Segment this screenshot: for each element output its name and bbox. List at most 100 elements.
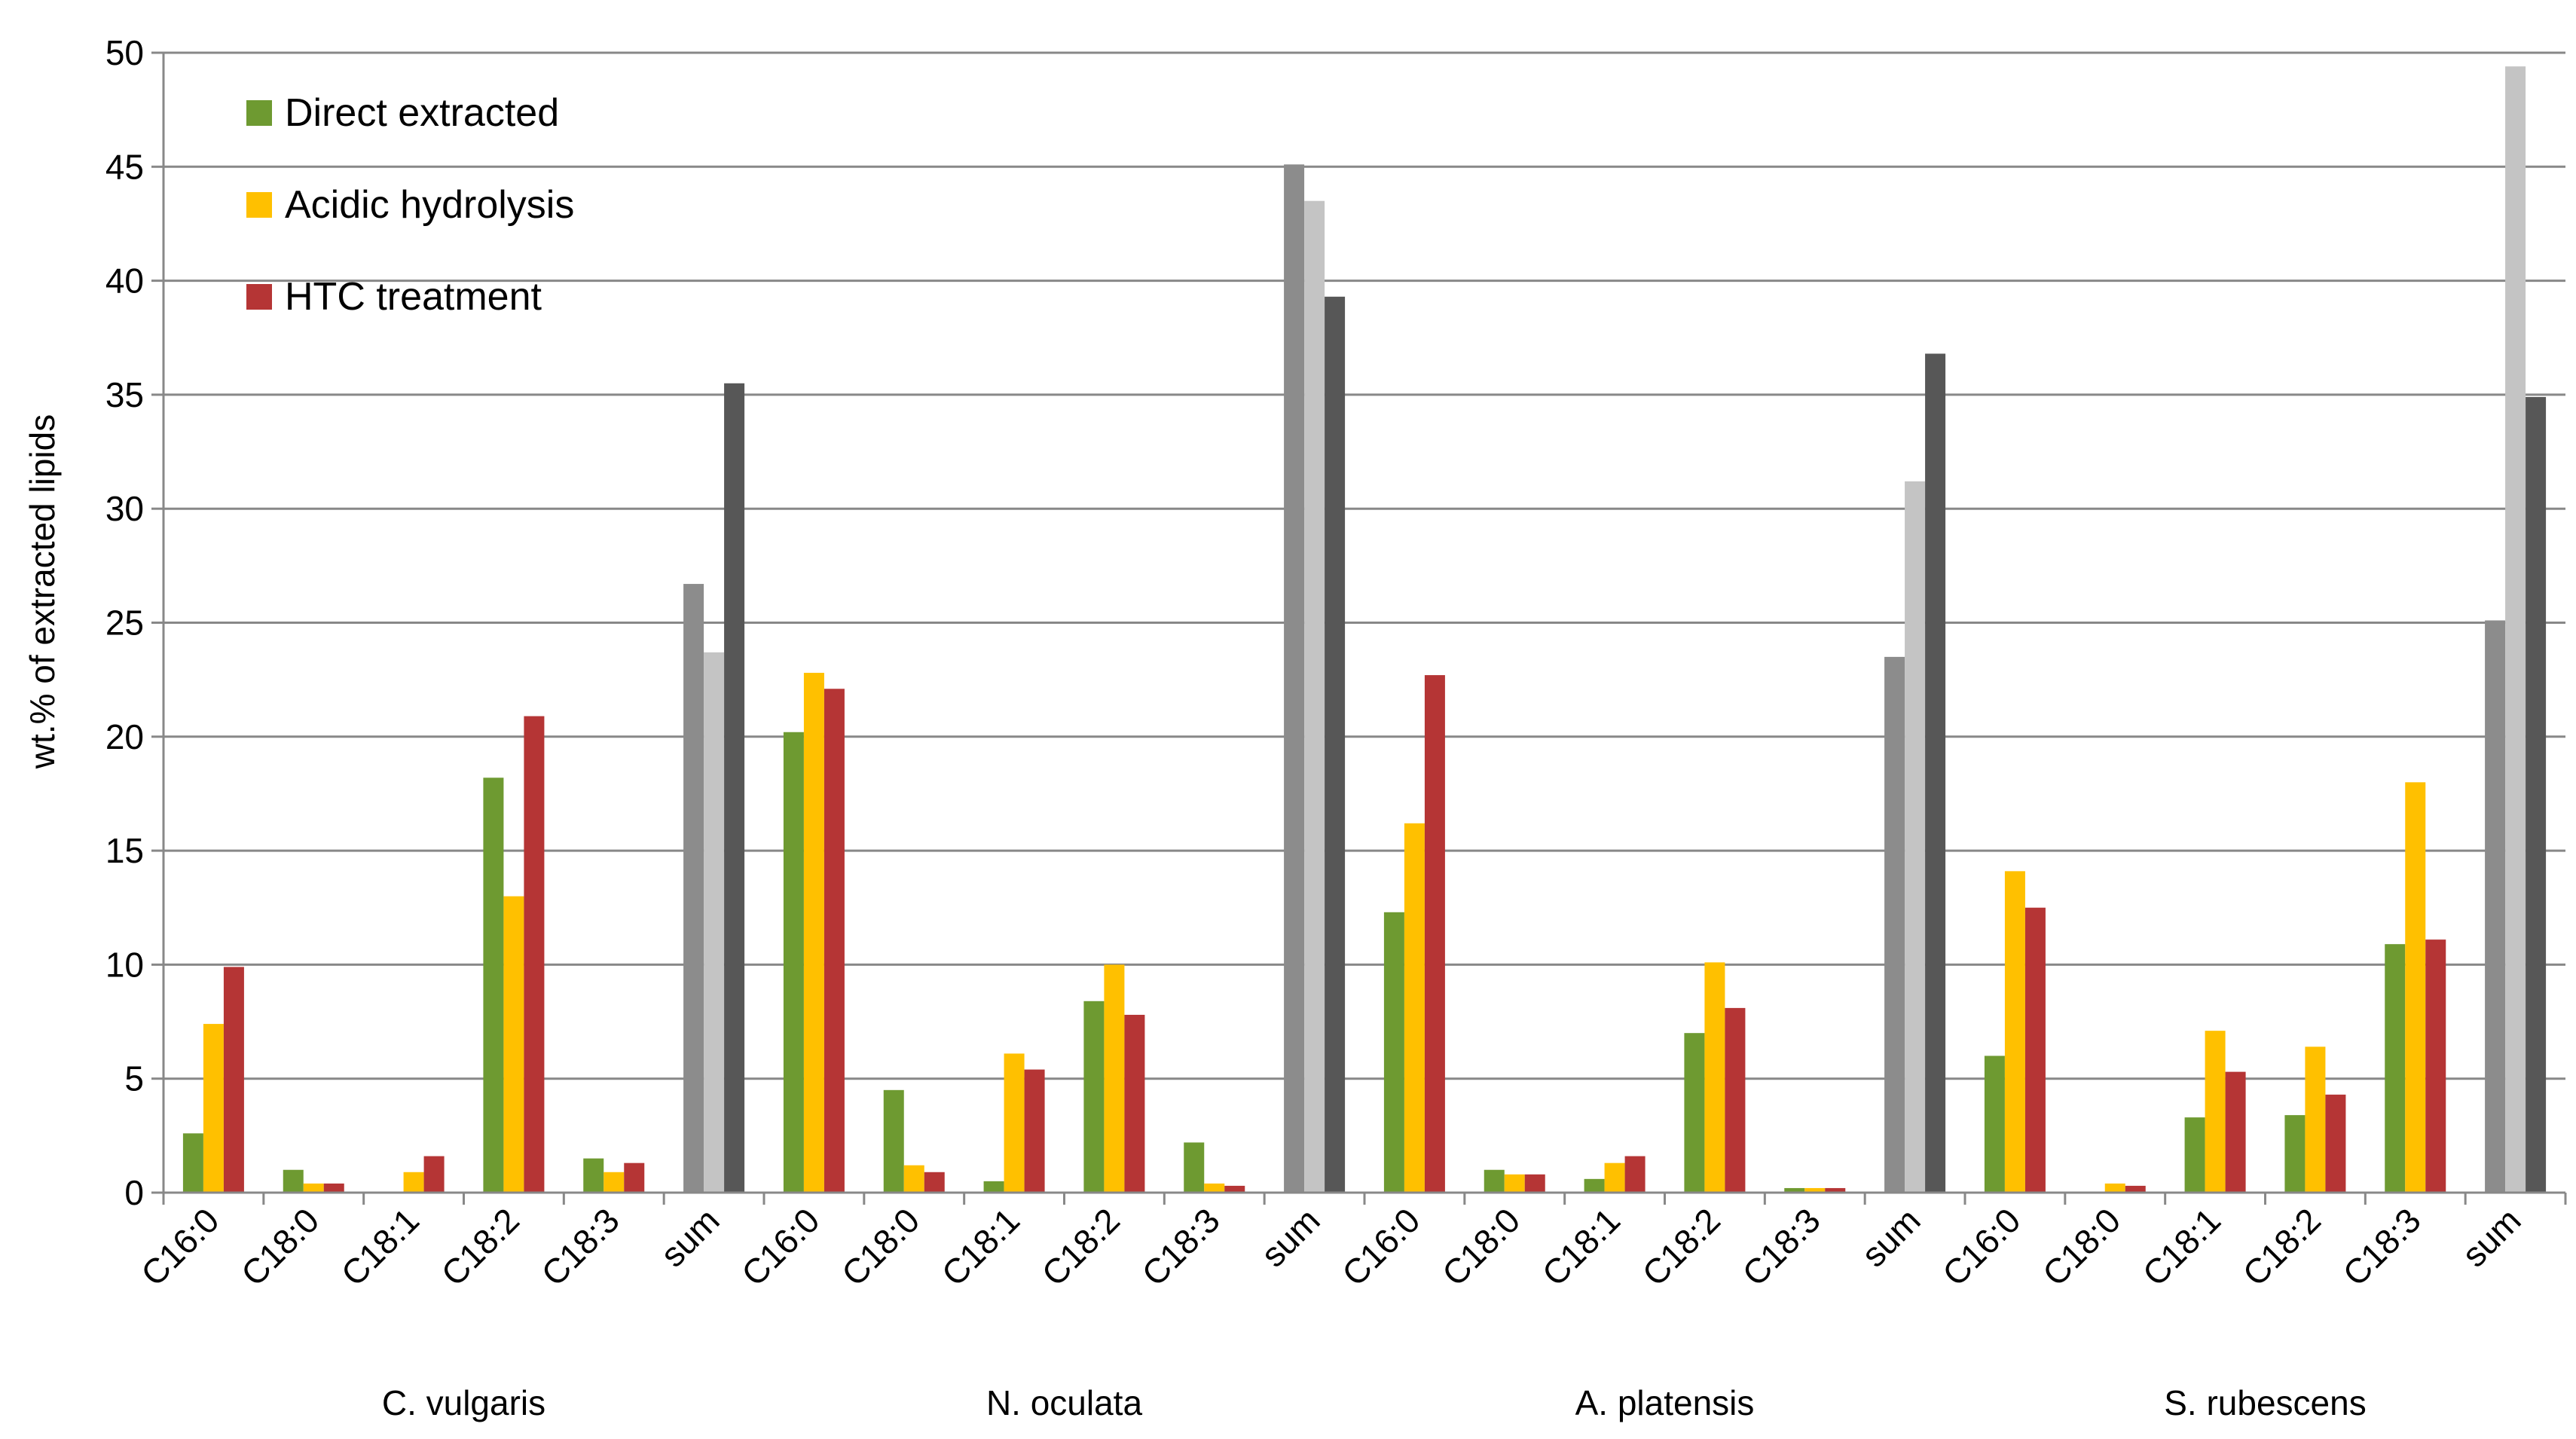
y-tick-label: 25 (105, 603, 144, 643)
bar-htc-treatment (1024, 1069, 1045, 1193)
bar-htc-treatment (1424, 675, 1445, 1193)
bar-direct-extracted (1383, 912, 1404, 1193)
bar-acidic-hydrolysis (1204, 1183, 1225, 1193)
x-tick-label: C18:0 (834, 1200, 927, 1294)
bar-direct-extracted (1284, 164, 1305, 1193)
y-tick-label: 5 (124, 1059, 144, 1098)
bar-acidic-hydrolysis (2405, 782, 2426, 1193)
bar-acidic-hydrolysis (1905, 481, 1926, 1193)
y-tick-label: 30 (105, 489, 144, 528)
legend: Direct extracted Acidic hydrolysis HTC tre… (246, 91, 574, 319)
bar-htc-treatment (924, 1172, 945, 1193)
axis-layer (151, 51, 2567, 1205)
bar-acidic-hydrolysis (1004, 1053, 1025, 1193)
bar-htc-treatment (223, 967, 244, 1193)
legend-swatch (246, 100, 272, 126)
y-tick-label: 40 (105, 261, 144, 301)
bar-htc-treatment (1224, 1185, 1245, 1193)
x-tick-label: C18:2 (1034, 1200, 1127, 1294)
bar-direct-extracted (283, 1169, 304, 1193)
legend-label: HTC treatment (285, 275, 542, 319)
bar-htc-treatment (2225, 1071, 2246, 1193)
grid-layer (163, 51, 2565, 1080)
legend-swatch (246, 284, 272, 310)
bar-acidic-hydrolysis (303, 1183, 324, 1193)
legend-swatch (246, 192, 272, 218)
bar-acidic-hydrolysis (1504, 1174, 1525, 1193)
bars-layer (182, 66, 2547, 1193)
bar-acidic-hydrolysis (1304, 200, 1325, 1193)
x-tick-label: C18:2 (1634, 1200, 1728, 1294)
y-tick-label: 20 (105, 717, 144, 756)
bar-htc-treatment (824, 689, 845, 1193)
bar-htc-treatment (724, 383, 745, 1193)
y-tick-label: 35 (105, 375, 144, 414)
bar-direct-extracted (1184, 1142, 1205, 1193)
bar-htc-treatment (2125, 1185, 2146, 1193)
bar-direct-extracted (583, 1158, 604, 1193)
x-tick-label: C18:3 (1134, 1200, 1227, 1294)
bar-direct-extracted (1584, 1178, 1605, 1193)
y-axis-label: wt.% of extracted lipids (23, 414, 62, 769)
bar-acidic-hydrolysis (2104, 1183, 2125, 1193)
bar-direct-extracted (1484, 1169, 1505, 1193)
x-tick-label: C16:0 (1334, 1200, 1428, 1294)
x-tick-label: C18:2 (433, 1200, 527, 1294)
bar-direct-extracted (783, 732, 804, 1193)
x-tick-label: sum (1253, 1200, 1327, 1274)
y-tick-label: 50 (105, 33, 144, 72)
bar-acidic-hydrolysis (1804, 1187, 1826, 1193)
bar-direct-extracted (1884, 656, 1905, 1193)
bar-htc-treatment (624, 1163, 645, 1193)
bar-direct-extracted (1083, 1001, 1105, 1193)
bar-acidic-hydrolysis (403, 1172, 424, 1193)
y-tick-labels: 0 5 10 15 20 25 30 35 40 45 50 (105, 33, 144, 1212)
bar-htc-treatment (2526, 396, 2547, 1193)
bar-htc-treatment (1725, 1007, 1746, 1193)
x-tick-label: C16:0 (734, 1200, 827, 1294)
bar-htc-treatment (524, 716, 545, 1193)
group-label: A. platensis (1575, 1383, 1755, 1422)
x-tick-label: C18:0 (1435, 1200, 1528, 1294)
x-tick-label: C18:1 (1535, 1200, 1628, 1294)
bar-acidic-hydrolysis (704, 652, 725, 1193)
x-tick-label: C18:3 (1734, 1200, 1828, 1294)
group-label: N. oculata (986, 1383, 1143, 1422)
x-tick-label: sum (1853, 1200, 1927, 1274)
x-tick-label: C18:3 (2335, 1200, 2428, 1294)
bar-direct-extracted (182, 1133, 203, 1193)
bar-htc-treatment (1624, 1156, 1646, 1193)
x-tick-label: C16:0 (1935, 1200, 2028, 1294)
x-tick-label: C18:1 (934, 1200, 1028, 1294)
legend-label: Direct extracted (285, 91, 559, 135)
bar-acidic-hydrolysis (1404, 823, 1425, 1193)
bar-direct-extracted (2385, 944, 2406, 1193)
bar-htc-treatment (1524, 1174, 1545, 1193)
bar-acidic-hydrolysis (604, 1172, 625, 1193)
bar-direct-extracted (1984, 1056, 2005, 1193)
bar-direct-extracted (683, 584, 704, 1193)
bar-direct-extracted (983, 1181, 1004, 1193)
x-tick-label: C18:1 (334, 1200, 427, 1294)
y-tick-label: 0 (124, 1173, 144, 1212)
bar-direct-extracted (883, 1089, 904, 1193)
bar-htc-treatment (323, 1183, 344, 1193)
bar-acidic-hydrolysis (1704, 962, 1725, 1193)
y-tick-label: 10 (105, 945, 144, 984)
bar-acidic-hydrolysis (803, 673, 824, 1193)
x-tick-label: sum (652, 1200, 726, 1274)
bar-htc-treatment (1925, 353, 1946, 1193)
bar-acidic-hydrolysis (2205, 1031, 2226, 1193)
x-tick-label: C18:0 (234, 1200, 327, 1294)
bar-acidic-hydrolysis (503, 896, 524, 1193)
bar-direct-extracted (2184, 1117, 2205, 1193)
bar-htc-treatment (2425, 939, 2446, 1193)
x-tick-label: C18:1 (2135, 1200, 2229, 1294)
group-label: C. vulgaris (382, 1383, 545, 1422)
bar-htc-treatment (1124, 1014, 1145, 1193)
bar-acidic-hydrolysis (203, 1024, 224, 1193)
x-tick-label: C16:0 (133, 1200, 227, 1294)
bar-direct-extracted (1684, 1033, 1705, 1193)
bar-htc-treatment (1325, 296, 1346, 1193)
